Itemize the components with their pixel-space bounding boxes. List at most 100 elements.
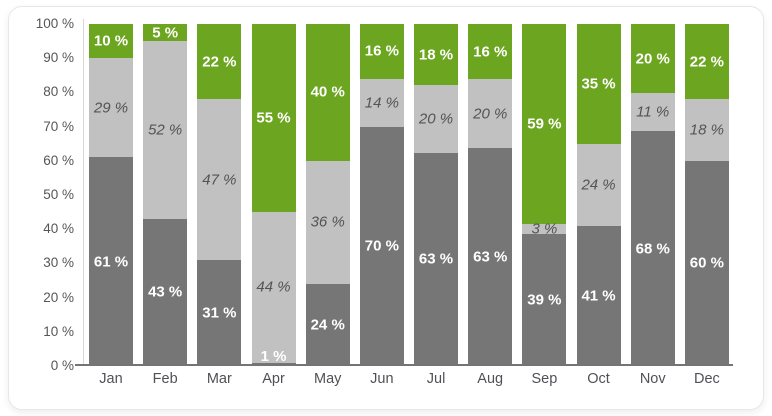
bar-segment-dark-gray-bottom: 68 % <box>630 131 675 366</box>
bar-segment-green-top: 16 % <box>468 24 513 80</box>
bar-segment-dark-gray-bottom: 43 % <box>143 218 188 366</box>
x-tick-label-nov: Nov <box>639 371 666 387</box>
y-tick-label: 20 % <box>43 289 74 305</box>
segment-value-label: 29 % <box>93 99 129 117</box>
bar-segment-green-top: 20 % <box>630 24 675 94</box>
segment-value-label: 61 % <box>93 253 129 271</box>
bar-segment-dark-gray-bottom: 63 % <box>468 148 513 366</box>
segment-value-label: 47 % <box>202 171 237 189</box>
chart-card: 100 % 90 % 80 % 70 % 60 % 50 % 40 % 30 % 20 % 10 … <box>8 6 764 410</box>
bar-segment-dark-gray-bottom: 41 % <box>576 225 621 366</box>
segment-value-label: 43 % <box>148 283 183 301</box>
bar-segment-green-top: 40 % <box>305 24 350 161</box>
segment-value-label: 16 % <box>473 43 508 61</box>
bar-column-may: 24 % 36 % 40 % <box>305 24 350 366</box>
segment-value-label: 40 % <box>310 83 345 101</box>
bar-segment-light-gray-middle: 44 % <box>251 212 296 363</box>
y-tick-label: 10 % <box>43 323 74 339</box>
bar-column-jun: 70 % 14 % 16 % <box>359 24 404 366</box>
y-tick-label: 50 % <box>43 187 74 202</box>
segment-value-label: 35 % <box>581 75 616 93</box>
y-tick-label: 40 % <box>43 221 74 237</box>
segment-value-label: 18 % <box>689 121 724 139</box>
bar-segment-light-gray-middle: 20 % <box>468 79 513 149</box>
bar-segment-light-gray-middle: 11 % <box>630 93 675 132</box>
segment-value-label: 24 % <box>581 176 616 194</box>
bar-segment-dark-gray-bottom: 60 % <box>684 160 729 366</box>
x-tick-label-jun: Jun <box>370 371 394 387</box>
bar-segment-light-gray-middle: 14 % <box>359 78 404 127</box>
x-tick-label-feb: Feb <box>152 371 178 387</box>
bar-segment-dark-gray-bottom: 31 % <box>197 259 242 366</box>
y-tick-label: 0 % <box>50 358 74 373</box>
segment-value-label: 63 % <box>418 250 454 268</box>
bar-segment-green-top: 10 % <box>89 24 133 59</box>
bar-column-feb: 43 % 52 % 5 % <box>143 24 188 366</box>
bar-segment-green-top: 59 % <box>522 24 567 224</box>
bar-segment-light-gray-middle: 47 % <box>197 99 242 260</box>
bar-column-aug: 63 % 20 % 16 % <box>468 24 513 366</box>
x-tick-label-aug: Aug <box>477 371 504 387</box>
segment-value-label: 1 % <box>260 348 287 365</box>
y-tick-label: 30 % <box>43 255 74 271</box>
stacked-bar-chart: 100 % 90 % 80 % 70 % 60 % 50 % 40 % 30 % 20 % 10 … <box>9 7 763 409</box>
segment-value-label: 31 % <box>202 304 237 322</box>
bar-segment-green-top: 35 % <box>576 24 621 144</box>
segment-value-label: 14 % <box>364 94 399 112</box>
y-tick-label: 100 % <box>35 16 74 31</box>
bar-column-jan: 61 % 29 % 10 % <box>89 24 133 366</box>
bar-segment-green-top: 5 % <box>143 24 188 42</box>
segment-value-label: 39 % <box>527 291 562 309</box>
x-tick-label-may: May <box>313 371 342 387</box>
segment-value-label: 10 % <box>93 32 129 50</box>
x-tick-label-jul: Jul <box>426 371 446 387</box>
bar-segment-dark-gray-bottom: 61 % <box>89 157 133 366</box>
y-axis-line <box>83 19 84 366</box>
x-tick-label-mar: Mar <box>206 371 232 387</box>
segment-value-label: 24 % <box>310 316 345 334</box>
bar-column-sep: 39 % 3 % 59 % <box>522 24 567 366</box>
x-axis-line <box>75 364 733 366</box>
segment-value-label: 44 % <box>256 278 291 296</box>
segment-value-label: 20 % <box>418 110 454 128</box>
plot-area: 61 % 29 % 10 % 43 % 52 % 5 % 31 % 47 % 22 % 1 % 44… <box>89 24 729 366</box>
bar-segment-green-top: 16 % <box>359 24 404 79</box>
segment-value-label: 22 % <box>202 53 237 71</box>
y-tick-label: 90 % <box>43 50 74 66</box>
bar-column-jul: 63 % 20 % 18 % <box>414 24 459 366</box>
bar-segment-light-gray-middle: 3 % <box>522 220 567 238</box>
bar-segment-green-top: 18 % <box>414 24 459 85</box>
segment-value-label: 60 % <box>689 254 724 272</box>
bar-segment-light-gray-middle: 52 % <box>143 41 188 219</box>
segment-value-label: 55 % <box>256 109 291 127</box>
bar-column-oct: 41 % 24 % 35 % <box>576 24 621 366</box>
bar-segment-dark-gray-bottom: 70 % <box>359 126 404 366</box>
segment-value-label: 5 % <box>152 24 179 42</box>
segment-value-label: 3 % <box>531 220 558 238</box>
y-axis-tick-labels: 100 % 90 % 80 % 70 % 60 % 50 % 40 % 30 % 20 % 10 … <box>9 16 74 373</box>
segment-value-label: 22 % <box>689 53 724 71</box>
bar-segment-light-gray-middle: 29 % <box>89 58 133 158</box>
bar-column-mar: 31 % 47 % 22 % <box>197 24 242 366</box>
bar-segment-dark-gray-bottom: 63 % <box>414 152 459 366</box>
segment-value-label: 52 % <box>148 121 183 139</box>
segment-value-label: 41 % <box>581 287 616 305</box>
segment-value-label: 36 % <box>310 213 345 231</box>
segment-value-label: 63 % <box>473 248 508 266</box>
bar-column-nov: 68 % 11 % 20 % <box>630 24 675 366</box>
segment-value-label: 20 % <box>473 105 508 123</box>
bar-segment-dark-gray-bottom: 39 % <box>522 233 567 366</box>
bar-segment-green-top: 55 % <box>251 24 296 213</box>
segment-value-label: 59 % <box>527 115 562 133</box>
segment-value-label: 18 % <box>418 46 454 63</box>
x-tick-label-jan: Jan <box>99 371 123 387</box>
bar-segment-dark-gray-bottom: 1 % <box>251 349 296 366</box>
bar-segment-green-top: 22 % <box>197 24 242 100</box>
x-axis-labels: Jan Feb Mar Apr May Jun Jul Aug Sep Oct Nov Dec <box>89 371 729 387</box>
bar-segment-light-gray-middle: 24 % <box>576 143 621 226</box>
segment-value-label: 20 % <box>635 50 670 68</box>
x-tick-label-dec: Dec <box>693 371 720 387</box>
bar-segment-light-gray-middle: 18 % <box>684 99 729 161</box>
y-tick-label: 80 % <box>43 84 74 100</box>
